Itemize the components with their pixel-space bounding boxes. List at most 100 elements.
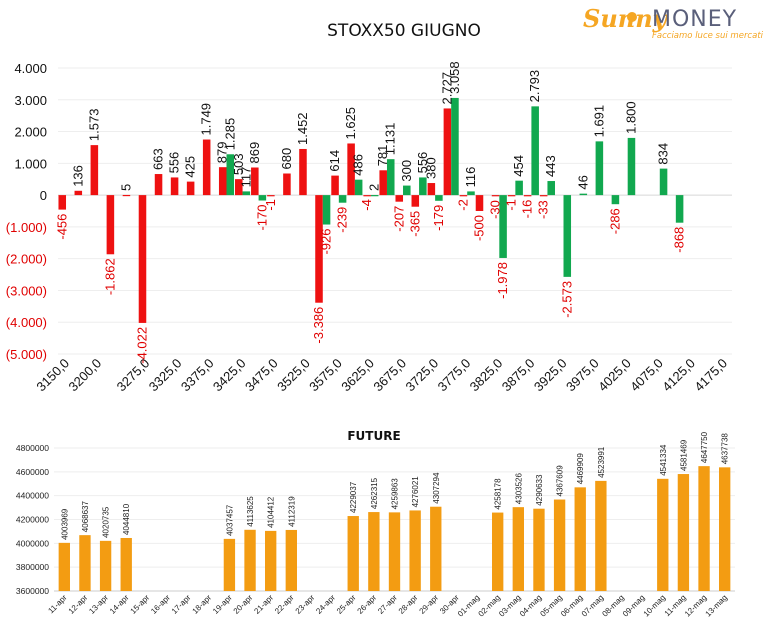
- x-tick-label: 02-mag: [477, 593, 503, 619]
- data-label: 1.625: [343, 107, 358, 140]
- data-label: 2.727: [439, 72, 454, 105]
- data-label: 4020735: [102, 506, 111, 538]
- data-label: 834: [656, 143, 671, 165]
- data-label: 4276021: [411, 476, 420, 508]
- bar: [627, 137, 636, 196]
- bar: [138, 195, 147, 323]
- data-label: 4044810: [122, 503, 131, 535]
- chart2-bars: [58, 466, 731, 591]
- bar: [226, 154, 235, 196]
- data-label: -365: [407, 211, 422, 237]
- data-label: 380: [423, 157, 438, 179]
- x-tick-label: 05-mag: [538, 593, 564, 619]
- data-label: 1.749: [199, 103, 214, 136]
- x-tick-label: 11-apr: [46, 593, 69, 616]
- data-label: -2.573: [559, 281, 574, 318]
- bar: [459, 195, 468, 197]
- data-label: 4303526: [514, 473, 523, 505]
- data-label: -2: [455, 199, 470, 211]
- x-tick-label: 22-apr: [273, 593, 296, 616]
- x-tick-label: 3575,0: [306, 356, 345, 395]
- bar: [331, 175, 339, 196]
- x-tick-label: 4175,0: [691, 356, 730, 395]
- bar: [122, 194, 131, 197]
- x-tick-label: 29-apr: [417, 593, 440, 616]
- bar: [512, 507, 524, 591]
- data-label: -179: [431, 205, 446, 231]
- data-label: 4290633: [535, 474, 544, 506]
- y-tick-label: 4600000: [16, 467, 49, 477]
- stoxx50-options-chart: STOXX50 GIUGNO 4.000 3.000 2.000 1.000 0 (1.0…: [6, 21, 732, 394]
- bar: [419, 177, 427, 196]
- data-label: 4037457: [225, 504, 234, 536]
- x-tick-label: 3375,0: [178, 356, 217, 395]
- x-tick-label: 03-mag: [497, 593, 523, 619]
- data-label: 116: [463, 167, 478, 188]
- y-tick-label: 4000000: [16, 538, 49, 548]
- data-label: -1: [504, 199, 519, 211]
- data-label: 781: [375, 145, 390, 167]
- bar: [595, 480, 607, 591]
- bar: [285, 529, 297, 591]
- x-tick-label: 3325,0: [146, 356, 185, 395]
- x-tick-label: 01-mag: [456, 593, 482, 619]
- data-label: -1.978: [495, 262, 510, 299]
- x-tick-label: 13-apr: [87, 593, 110, 616]
- data-label: 869: [247, 142, 262, 164]
- bar: [435, 195, 443, 201]
- bar: [539, 195, 548, 197]
- data-label: -456: [54, 214, 69, 240]
- bar: [299, 148, 307, 196]
- data-label: 503: [231, 153, 246, 175]
- x-tick-label: 23-apr: [294, 593, 317, 616]
- bar: [186, 181, 195, 196]
- bar: [533, 508, 545, 591]
- bar: [675, 195, 684, 223]
- bar: [354, 179, 363, 196]
- logo-tagline: Facciamo luce sui mercati: [652, 31, 764, 41]
- bar: [223, 538, 236, 591]
- data-label: -1: [263, 199, 278, 211]
- x-tick-label: 3625,0: [338, 356, 377, 395]
- bar: [579, 193, 588, 196]
- x-tick-label: 19-apr: [211, 593, 234, 616]
- chart-title: FUTURE: [347, 429, 400, 443]
- x-tick-label: 3925,0: [531, 356, 570, 395]
- data-label: 117: [238, 167, 253, 188]
- bar: [347, 516, 359, 591]
- sunny-money-logo: Sunny MONEY Facciamo luce sui mercati: [583, 4, 764, 41]
- x-tick-label: 3200,0: [65, 356, 104, 395]
- data-label: 4307294: [432, 472, 441, 504]
- data-label: 556: [167, 152, 182, 174]
- bar: [475, 195, 484, 211]
- chart2-data-labels: 4003969 4068637 4020735 4044810 4037457 41136…: [60, 431, 729, 539]
- x-tick-label: 3725,0: [402, 356, 441, 395]
- bar: [283, 173, 291, 196]
- bar: [563, 195, 572, 277]
- x-tick-label: 21-apr: [252, 593, 275, 616]
- data-label: 2.793: [527, 70, 542, 103]
- data-label: -16: [520, 200, 535, 219]
- x-tick-label: 09-mag: [621, 593, 647, 619]
- bar: [659, 168, 668, 196]
- data-label: 4003969: [60, 508, 69, 540]
- x-tick-label: 4075,0: [627, 356, 666, 395]
- y-tick-label: 4200000: [16, 515, 49, 525]
- data-label: 46: [575, 175, 590, 189]
- x-tick-label: 25-apr: [335, 593, 358, 616]
- x-tick-label: 18-apr: [190, 593, 213, 616]
- data-label: 879: [215, 141, 230, 163]
- bar: [430, 506, 442, 591]
- data-label: 136: [70, 165, 85, 187]
- y-tick-label: (5.000): [6, 347, 47, 362]
- x-tick-label: 17-apr: [170, 593, 193, 616]
- y-tick-label: 0: [40, 188, 47, 203]
- bar: [58, 195, 67, 210]
- x-tick-label: 20-apr: [232, 593, 255, 616]
- chart1-bars: [58, 97, 684, 323]
- bar: [58, 542, 70, 591]
- data-label: 1.691: [591, 105, 606, 138]
- bar: [202, 139, 211, 196]
- x-tick-label: 4025,0: [595, 356, 634, 395]
